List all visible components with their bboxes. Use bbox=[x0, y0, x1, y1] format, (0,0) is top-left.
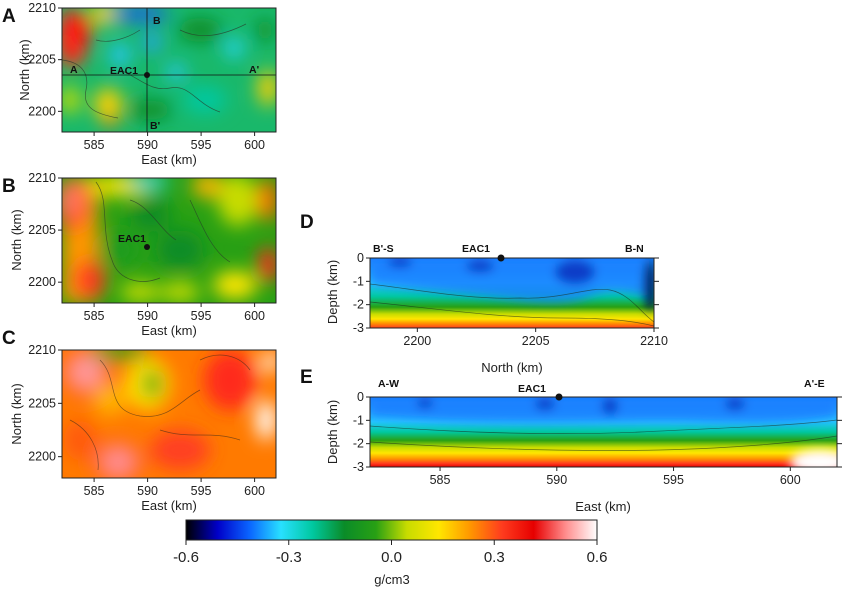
x-tick-label-e: 590 bbox=[546, 473, 567, 487]
y-tick-label-c: 2205 bbox=[28, 396, 56, 410]
ylabel-b: North (km) bbox=[9, 209, 24, 270]
station-marker-d bbox=[497, 254, 505, 262]
station-marker-e bbox=[555, 393, 563, 401]
y-tick-label-a: 2200 bbox=[28, 104, 56, 118]
x-tick-label-a: 585 bbox=[84, 138, 105, 152]
x-tick-label-a: 595 bbox=[191, 138, 212, 152]
ylabel-a: North (km) bbox=[17, 39, 32, 100]
panel-d-heatmap bbox=[370, 258, 654, 328]
xlabel-e: East (km) bbox=[575, 499, 631, 514]
colorbar-gradient bbox=[185, 519, 598, 541]
colorbar-tick-label: -0.3 bbox=[276, 549, 302, 566]
x-tick-label-a: 600 bbox=[244, 138, 265, 152]
colorbar-label: g/cm3 bbox=[374, 572, 409, 587]
end-label-d-end: B-N bbox=[625, 243, 644, 255]
y-tick-label-d: -1 bbox=[353, 274, 364, 288]
y-tick-label-e: -1 bbox=[353, 413, 364, 427]
colorbar-tick-label: -0.6 bbox=[173, 549, 199, 566]
y-tick-label-e: 0 bbox=[357, 390, 364, 404]
ylabel-d: Depth (km) bbox=[325, 260, 340, 324]
panel-letter-d: D bbox=[300, 212, 314, 233]
y-tick-label-c: 2210 bbox=[28, 343, 56, 357]
panel-a: A bbox=[2, 1, 277, 167]
end-label-d-start: B'-S bbox=[373, 243, 394, 255]
y-tick-label-d: -3 bbox=[353, 321, 364, 335]
panel-e-heatmap bbox=[370, 397, 837, 467]
xlabel-a: East (km) bbox=[141, 152, 197, 167]
y-tick-label-d: -2 bbox=[353, 298, 364, 312]
xlabel-b: East (km) bbox=[141, 323, 197, 338]
x-tick-label-c: 595 bbox=[191, 484, 212, 498]
x-tick-label-d: 2205 bbox=[522, 334, 550, 348]
y-tick-label-a: 2205 bbox=[28, 53, 56, 67]
x-tick-label-b: 600 bbox=[244, 309, 265, 323]
y-tick-label-e: -3 bbox=[353, 460, 364, 474]
panel-b-heatmap bbox=[62, 178, 276, 303]
station-label-e: EAC1 bbox=[518, 383, 546, 395]
x-tick-label-d: 2200 bbox=[403, 334, 431, 348]
panel-letter-c: C bbox=[2, 328, 16, 349]
ylabel-e: Depth (km) bbox=[325, 400, 340, 464]
x-tick-label-e: 585 bbox=[430, 473, 451, 487]
y-tick-label-a: 2210 bbox=[28, 1, 56, 15]
y-tick-label-b: 2205 bbox=[28, 223, 56, 237]
panel-e: E EAC1 A-W A'-E 585 590 595 600 0 -1 -2 -3 East… bbox=[300, 367, 842, 514]
y-tick-label-d: 0 bbox=[357, 251, 364, 265]
y-tick-label-e: -2 bbox=[353, 437, 364, 451]
y-tick-label-c: 2200 bbox=[28, 450, 56, 464]
station-label-b: EAC1 bbox=[118, 233, 146, 245]
colorbar-tick-label: 0.6 bbox=[587, 549, 608, 566]
x-tick-label-e: 595 bbox=[663, 473, 684, 487]
profile-label-a-end: A' bbox=[249, 64, 259, 76]
x-tick-label-c: 600 bbox=[244, 484, 265, 498]
colorbar: -0.6 -0.3 0.0 0.3 0.6 g/cm3 bbox=[173, 519, 608, 587]
profile-label-b-start: B bbox=[153, 15, 161, 27]
x-tick-label-b: 585 bbox=[84, 309, 105, 323]
panel-a-heatmap bbox=[62, 8, 276, 132]
x-tick-label-d: 2210 bbox=[640, 334, 668, 348]
station-marker-a bbox=[144, 72, 150, 78]
x-tick-label-e: 600 bbox=[780, 473, 801, 487]
x-tick-label-c: 585 bbox=[84, 484, 105, 498]
profile-label-a-start: A bbox=[70, 64, 78, 76]
end-label-e-end: A'-E bbox=[804, 378, 825, 390]
y-tick-label-b: 2200 bbox=[28, 275, 56, 289]
xlabel-d: North (km) bbox=[481, 360, 542, 375]
station-label-a: EAC1 bbox=[110, 65, 138, 77]
panel-d: D EAC1 B'-S B-N 2200 2205 2210 0 -1 -2 -3 Nort… bbox=[300, 212, 668, 375]
xlabel-c: East (km) bbox=[141, 498, 197, 513]
station-marker-b bbox=[144, 244, 150, 250]
y-tick-label-b: 2210 bbox=[28, 171, 56, 185]
x-tick-label-b: 590 bbox=[137, 309, 158, 323]
x-tick-label-a: 590 bbox=[137, 138, 158, 152]
colorbar-tick-label: 0.3 bbox=[484, 549, 505, 566]
panel-letter-e: E bbox=[300, 367, 313, 388]
x-tick-label-c: 590 bbox=[137, 484, 158, 498]
colorbar-tick-label: 0.0 bbox=[381, 549, 402, 566]
panel-b: B EA bbox=[2, 171, 277, 338]
ylabel-c: North (km) bbox=[9, 383, 24, 444]
profile-label-b-end: B' bbox=[150, 120, 160, 132]
panel-letter-b: B bbox=[2, 176, 16, 197]
x-tick-label-b: 595 bbox=[191, 309, 212, 323]
panel-c-heatmap bbox=[62, 350, 276, 478]
station-label-d: EAC1 bbox=[462, 243, 490, 255]
panel-letter-a: A bbox=[2, 6, 16, 27]
end-label-e-start: A-W bbox=[378, 378, 399, 390]
